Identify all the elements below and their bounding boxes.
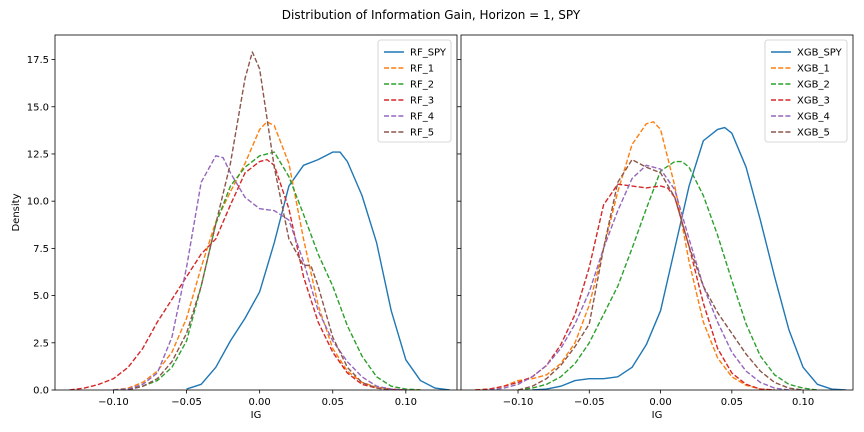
left-y-tick-label: 15.0 — [27, 102, 49, 113]
left-series-line-rf-1 — [113, 121, 421, 390]
left-y-ticks: 0.0 2.5 5.0 7.5 10.0 12.5 15.0 17.5 — [27, 55, 55, 397]
right-series-line-xgb-2 — [517, 160, 818, 390]
left-x-tick-label: 0.05 — [322, 397, 344, 408]
right-series-line-xgb-1 — [475, 121, 775, 390]
left-x-ticks: −0.10 −0.05 0.00 0.05 0.10 — [98, 390, 417, 408]
left-legend-label: RF_1 — [410, 64, 434, 75]
left-x-tick-label: −0.10 — [98, 397, 129, 408]
left-x-axis-label: IG — [251, 410, 262, 421]
right-legend-label: XGB_3 — [797, 96, 830, 107]
left-y-tick-label: 17.5 — [27, 55, 49, 66]
left-series-line-rf-spy — [186, 151, 450, 390]
right-x-ticks: −0.10 −0.05 0.00 0.05 0.10 — [503, 390, 814, 408]
right-series-line-xgb-4 — [489, 164, 789, 390]
left-panel: −0.10 −0.05 0.00 0.05 0.10 0.0 2.5 5.0 7.5 10.0 1… — [11, 34, 458, 421]
right-series-line-xgb-spy — [532, 126, 846, 390]
left-x-tick-label: 0.00 — [249, 397, 271, 408]
left-x-tick-label: 0.10 — [395, 397, 417, 408]
right-axes-frame — [460, 34, 854, 391]
right-x-tick-label: −0.10 — [503, 397, 534, 408]
figure-title: Distribution of Information Gain, Horizo… — [282, 8, 581, 22]
left-y-tick-label: 5.0 — [33, 291, 49, 302]
right-x-axis-label: IG — [652, 410, 663, 421]
left-y-axis-label: Density — [11, 193, 22, 231]
left-legend: RF_SPY RF_1 RF_2 RF_3 RF_4 RF_5 — [377, 39, 452, 143]
right-y-ticks — [457, 59, 461, 391]
left-legend-label: RF_3 — [410, 96, 434, 107]
right-legend-label: XGB_1 — [797, 64, 830, 75]
right-panel: −0.10 −0.05 0.00 0.05 0.10 IG XGB_SPYXGB_1XG… — [457, 34, 854, 421]
right-series-group — [475, 121, 846, 390]
left-legend-label: RF_4 — [410, 112, 434, 123]
right-x-tick-label: 0.00 — [649, 397, 671, 408]
left-legend-label: RF_5 — [410, 128, 434, 139]
right-x-tick-label: 0.10 — [792, 397, 814, 408]
right-legend-label: XGB_SPY — [797, 48, 843, 59]
left-x-tick-label: −0.05 — [171, 397, 202, 408]
right-x-tick-label: 0.05 — [721, 397, 743, 408]
left-series-line-rf-5 — [127, 51, 392, 390]
left-y-tick-label: 0.0 — [33, 386, 49, 397]
right-legend-label: XGB_4 — [797, 112, 830, 123]
left-y-tick-label: 2.5 — [33, 338, 49, 349]
right-x-tick-label: −0.05 — [574, 397, 605, 408]
left-series-line-rf-2 — [113, 151, 421, 390]
left-series-line-rf-4 — [113, 155, 406, 390]
left-legend-label: RF_2 — [410, 80, 434, 91]
left-y-tick-label: 10.0 — [27, 197, 49, 208]
left-legend-box — [377, 39, 452, 143]
left-y-tick-label: 7.5 — [33, 244, 49, 255]
right-legend-label: XGB_5 — [797, 128, 830, 139]
right-legend: XGB_SPY XGB_1 XGB_2 XGB_3 XGB_4 XGB_5 — [764, 39, 848, 143]
right-series-line-xgb-3 — [475, 183, 775, 390]
left-y-tick-label: 12.5 — [27, 149, 49, 160]
left-legend-label: RF_SPY — [410, 48, 447, 59]
left-series-group — [69, 51, 450, 390]
right-legend-label: XGB_2 — [797, 80, 830, 91]
right-series-line-xgb-5 — [517, 158, 804, 390]
left-series-line-rf-3 — [69, 158, 406, 390]
left-axes-frame — [54, 34, 458, 391]
